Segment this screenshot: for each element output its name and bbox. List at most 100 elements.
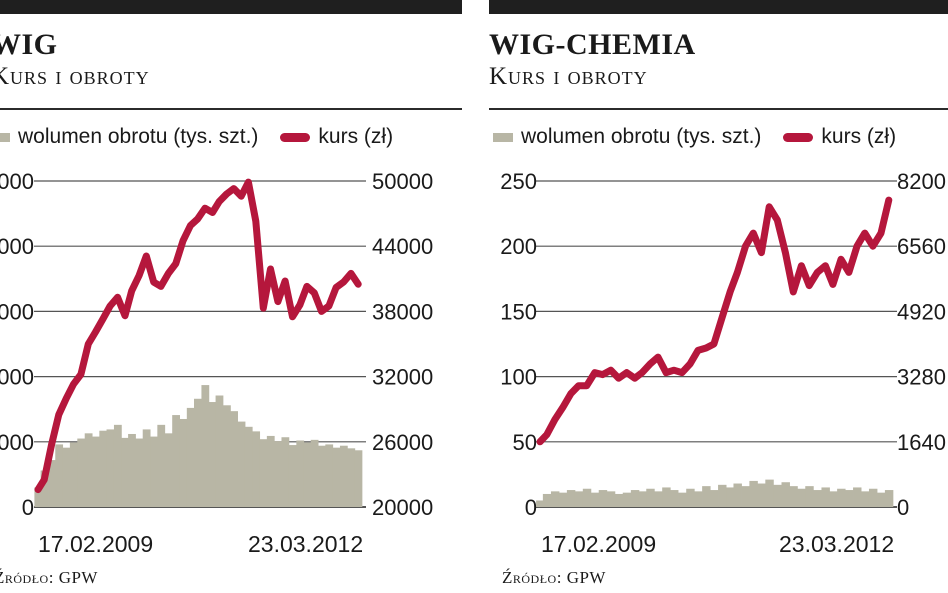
- volume-bar: [223, 405, 231, 507]
- volume-bar: [296, 440, 305, 507]
- price-point: [878, 230, 884, 236]
- price-point: [93, 329, 99, 335]
- volume-bar: [670, 490, 679, 507]
- price-point: [41, 477, 47, 483]
- price-point: [608, 367, 614, 373]
- price-point: [790, 289, 796, 295]
- price-point: [195, 216, 201, 222]
- legend-wig: wolumen obrotu (tys. szt.) kurs (zł): [0, 125, 393, 149]
- left-axis-tick-label: 0: [22, 495, 34, 520]
- volume-bar: [164, 433, 173, 507]
- price-point: [798, 263, 804, 269]
- volume-bar: [622, 492, 632, 507]
- price-point: [814, 269, 820, 275]
- volume-bar: [630, 490, 640, 507]
- volume-bar: [266, 435, 275, 507]
- volume-bar: [274, 441, 283, 507]
- volume-bar: [709, 490, 719, 507]
- legend-price-swatch: [280, 132, 311, 142]
- legend-volume-swatch: [0, 132, 10, 142]
- price-point: [122, 313, 128, 319]
- header-rule-right: [489, 108, 948, 110]
- volume-bar: [303, 442, 312, 507]
- volume-bar: [853, 487, 862, 507]
- volume-bar: [654, 491, 663, 507]
- right-axis-tick-label: 50000: [372, 169, 433, 194]
- volume-bar: [121, 437, 130, 507]
- right-axis-tick-label: 26000: [372, 430, 433, 455]
- price-point: [245, 179, 251, 185]
- legend-price-label: kurs (zł): [318, 125, 394, 148]
- header-rule-left: [0, 108, 462, 110]
- volume-bar: [354, 450, 363, 507]
- price-point: [838, 256, 844, 262]
- price-point: [129, 288, 135, 294]
- price-point: [267, 266, 273, 272]
- price-point: [143, 253, 149, 259]
- volume-bar: [566, 490, 576, 507]
- price-point: [616, 375, 622, 381]
- right-axis-tick-label: 3280: [897, 365, 946, 390]
- volume-bar: [157, 424, 166, 507]
- price-point: [209, 210, 215, 216]
- volume-bar: [614, 493, 624, 507]
- price-point: [766, 204, 772, 210]
- price-point: [568, 391, 574, 397]
- price-point: [311, 290, 317, 296]
- price-point: [297, 302, 303, 308]
- price-point: [742, 243, 748, 249]
- legend-wig-chemia: wolumen obrotu (tys. szt.) kurs (zł): [493, 125, 896, 149]
- price-point: [136, 273, 142, 279]
- volume-bar: [606, 491, 616, 507]
- volume-bar: [638, 491, 647, 507]
- volume-bar: [113, 424, 122, 507]
- price-point: [750, 230, 756, 236]
- volume-bar: [201, 385, 210, 507]
- volume-bar: [860, 491, 870, 507]
- volume-bar: [536, 500, 545, 507]
- volume-bar: [821, 487, 830, 507]
- volume-bar: [99, 430, 108, 507]
- price-point: [647, 361, 653, 367]
- volume-bar: [128, 433, 136, 507]
- volume-bar: [765, 479, 774, 507]
- right-axis-tick-label: 38000: [372, 299, 433, 324]
- price-point: [727, 289, 733, 295]
- top-bar-right: [489, 0, 948, 14]
- price-point: [63, 395, 69, 401]
- price-point: [671, 367, 677, 373]
- price-point: [624, 370, 630, 376]
- price-point: [341, 279, 347, 285]
- volume-bar: [252, 431, 261, 507]
- volume-bar: [582, 488, 592, 507]
- top-bar-left: [0, 0, 462, 14]
- right-axis-tick-label: 4920: [897, 299, 946, 324]
- price-point: [231, 186, 237, 192]
- volume-bar: [868, 488, 878, 507]
- price-point: [333, 284, 339, 290]
- volume-bar: [237, 421, 246, 507]
- right-axis-tick-label: 6560: [897, 234, 946, 259]
- x-axis-tick-label: 17.02.2009: [38, 531, 153, 557]
- legend-volume-swatch: [493, 132, 513, 142]
- price-point: [806, 283, 812, 289]
- price-point: [782, 250, 788, 256]
- price-point: [107, 303, 113, 309]
- volume-bar: [718, 484, 727, 507]
- left-axis-tick-label: 200: [500, 234, 537, 259]
- price-point: [719, 315, 725, 321]
- price-point: [639, 370, 645, 376]
- volume-bar: [150, 436, 158, 507]
- volume-bar: [310, 439, 319, 507]
- volume-bar: [678, 492, 687, 507]
- volume-bar: [194, 398, 202, 507]
- left-axis-tick-label: 0: [525, 495, 537, 520]
- price-point: [70, 381, 76, 387]
- chart-title-wig: WIG: [0, 28, 58, 61]
- volume-bar: [317, 445, 326, 507]
- left-axis-tick-label: 50: [513, 430, 537, 455]
- volume-bar: [135, 438, 144, 507]
- price-point: [78, 371, 84, 377]
- volume-bar: [215, 395, 224, 507]
- price-line: [536, 196, 893, 446]
